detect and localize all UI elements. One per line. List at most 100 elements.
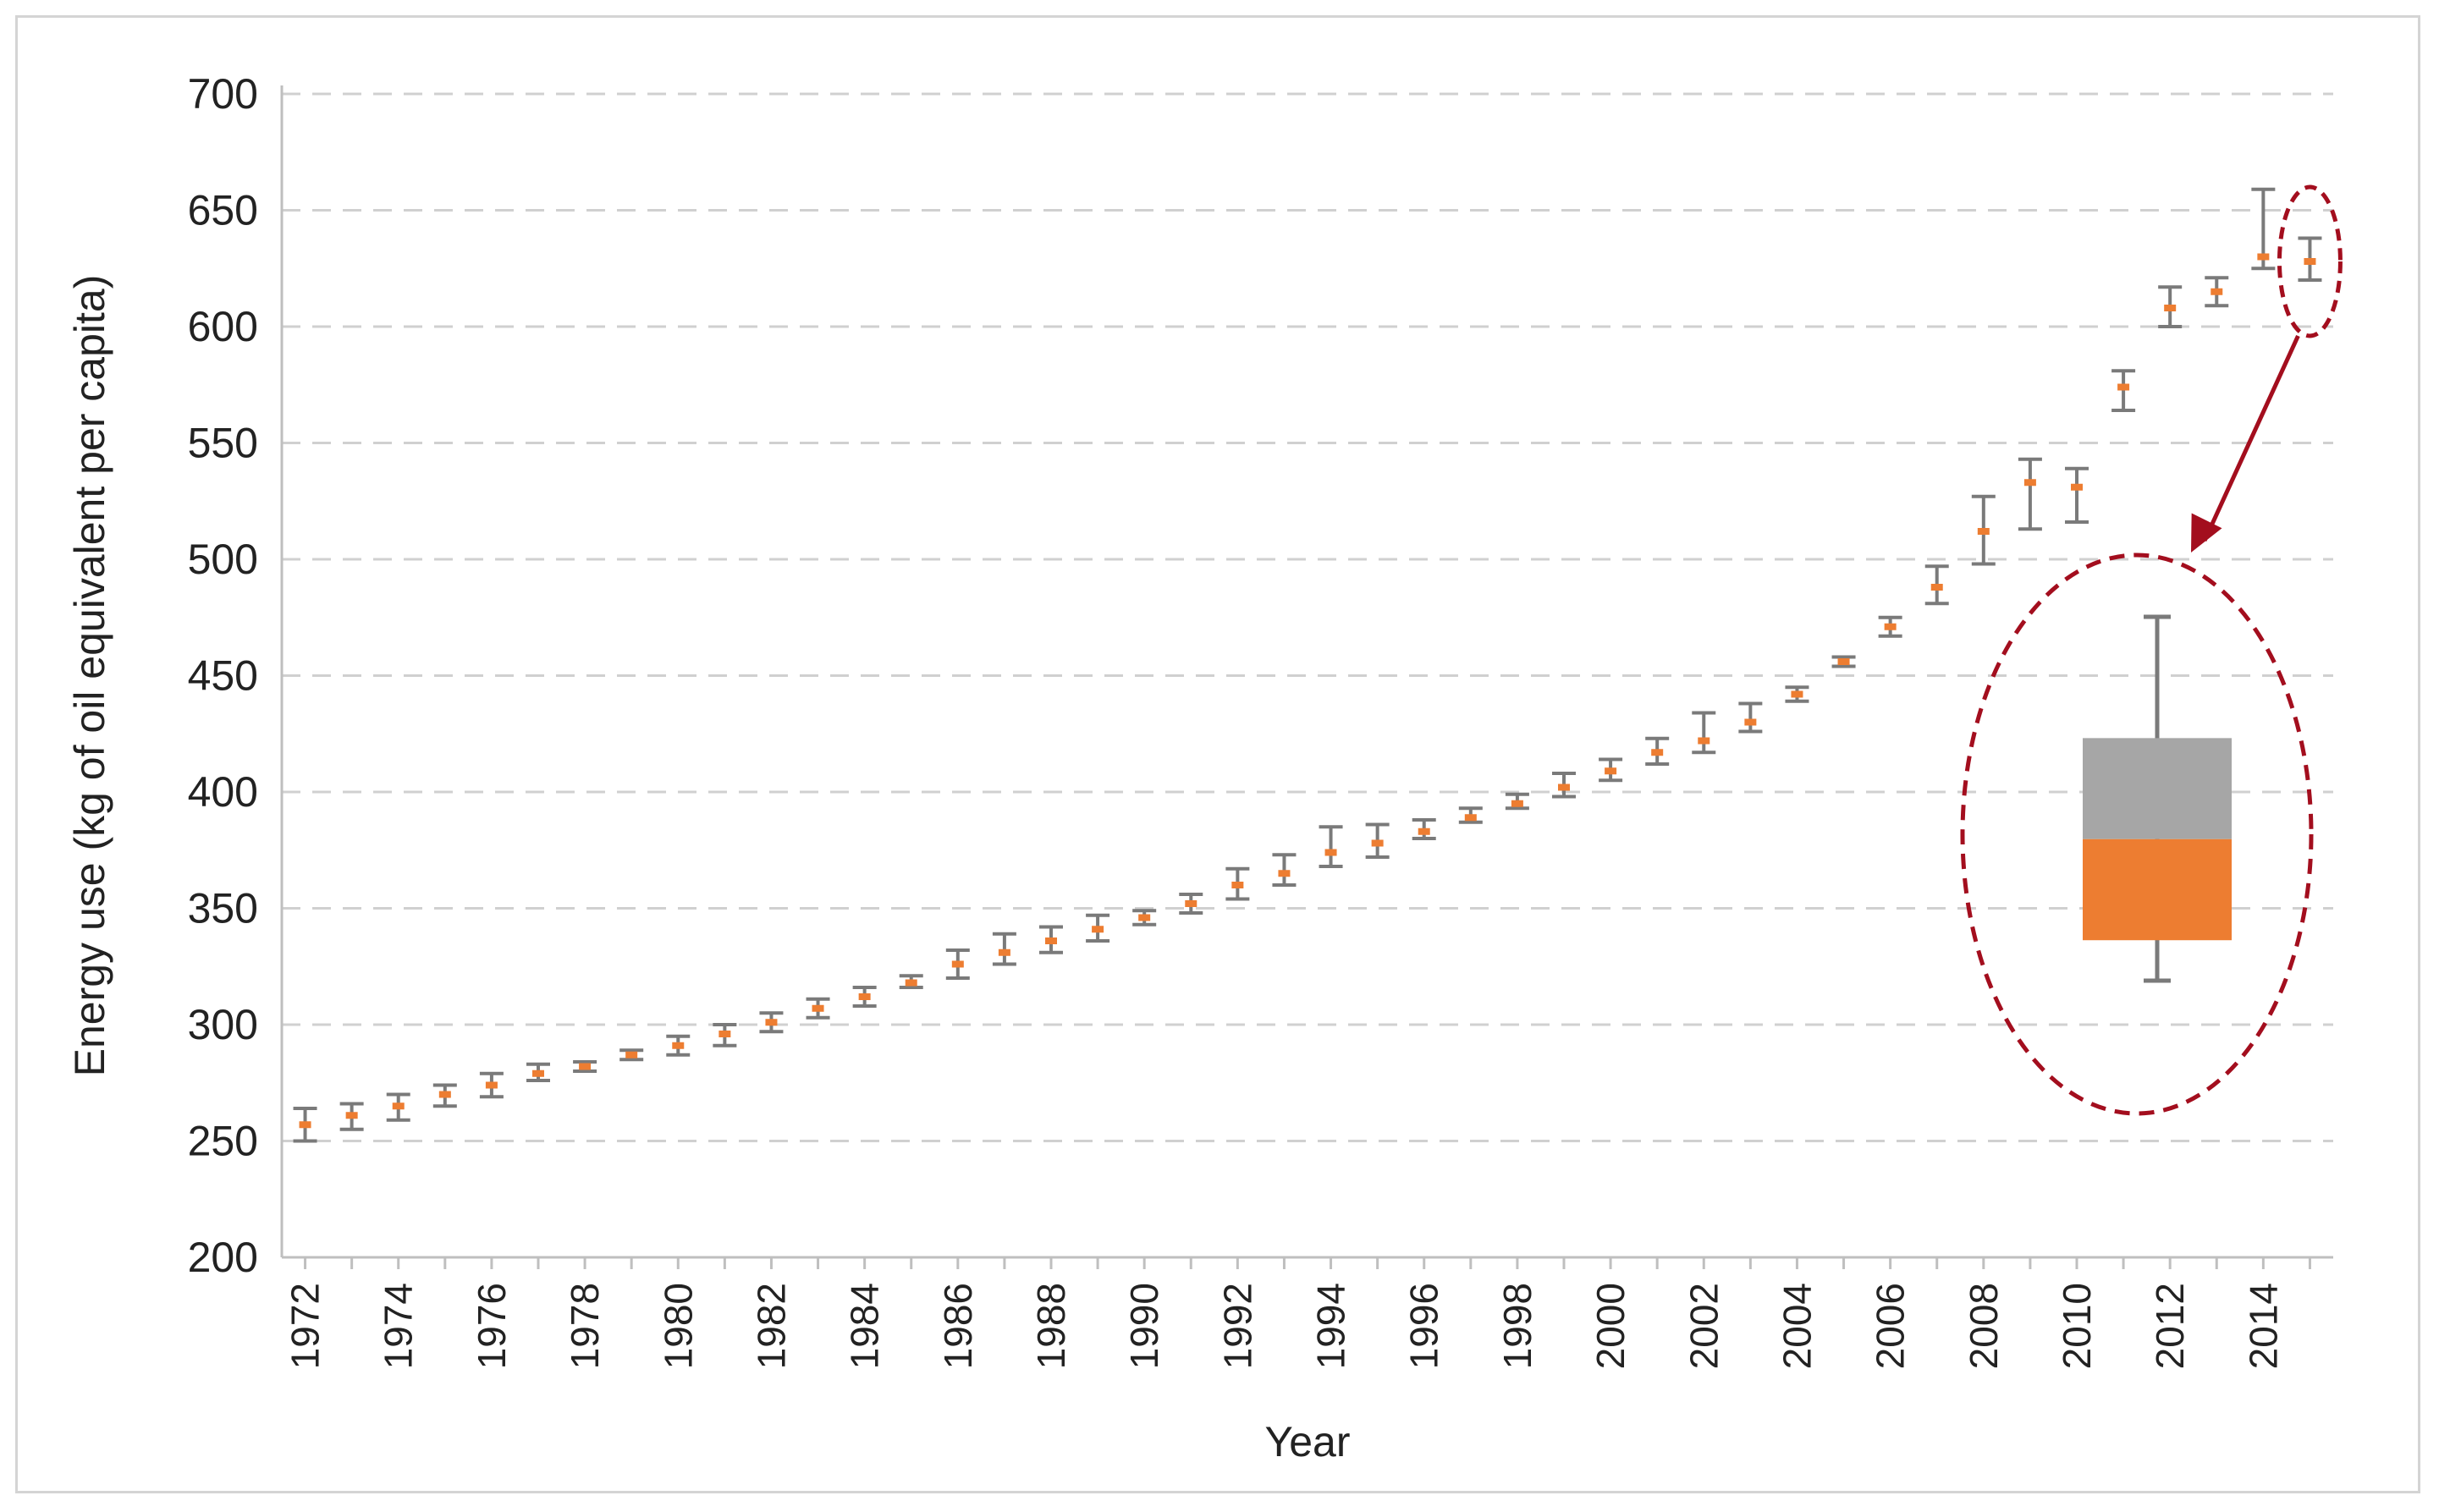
x-tick-label-2006: 2006 [1869,1283,1913,1369]
inset-box-gray [2083,738,2232,839]
y-tick-label-300: 300 [188,1001,258,1048]
error-bar-2002 [1692,711,1716,755]
marker-1995 [1371,839,1384,847]
error-bar-2007 [1924,564,1949,606]
axes [280,85,2333,1269]
marker-2012 [2164,305,2177,311]
marker-1996 [1418,827,1430,835]
error-bar-1973 [339,1102,364,1131]
error-bar-1987 [992,932,1016,966]
small-highlight-ellipse [2277,184,2343,338]
marker-1993 [1278,870,1291,877]
marker-2000 [1605,767,1617,775]
x-tick-label-1984: 1984 [843,1283,887,1369]
x-tick-label-1982: 1982 [749,1283,793,1369]
marker-1988 [1045,937,1057,944]
x-tick-label-2012: 2012 [2148,1283,2192,1369]
x-tick-label-1978: 1978 [563,1283,607,1369]
inset-box-orange [2083,838,2232,941]
zoom-arrow-head [2191,513,2222,553]
y-tick-label-200: 200 [188,1234,258,1281]
marker-1978 [579,1063,592,1070]
error-bar-1989 [1086,913,1110,943]
marker-1983 [812,1004,824,1012]
x-tick-label-2008: 2008 [1962,1283,2006,1369]
error-bar-1992 [1225,866,1250,901]
marker-1975 [438,1091,451,1098]
y-tick-label-500: 500 [188,536,258,583]
marker-1986 [951,960,964,968]
marker-1981 [718,1031,731,1037]
marker-2010 [2071,483,2083,491]
error-bar-1982 [759,1011,784,1034]
error-bar-1990 [1132,909,1157,926]
y-tick-label-700: 700 [188,70,258,118]
marker-1987 [998,948,1010,956]
y-tick-label-650: 650 [188,187,258,234]
y-tick-label-600: 600 [188,303,258,350]
x-tick-label-1992: 1992 [1215,1283,1259,1369]
error-bar-1976 [479,1071,504,1099]
error-bar-2003 [1738,701,1763,734]
error-bar-1994 [1319,825,1343,868]
error-bar-1979 [619,1048,644,1062]
error-bar-2001 [1645,736,1670,766]
marker-1989 [1092,926,1104,933]
error-bar-2013 [2205,276,2229,308]
error-bar-2014 [2251,187,2276,271]
error-bar-1984 [852,986,877,1008]
error-bar-1997 [1458,806,1483,824]
x-tick-label-1980: 1980 [656,1283,700,1369]
x-axis-title: Year [1264,1418,1350,1465]
error-bar-1974 [386,1092,410,1122]
error-bar-2008 [1971,494,1996,566]
error-bar-1993 [1272,853,1297,887]
zoom-arrow-shaft [2202,334,2300,542]
marker-2007 [1930,584,1943,591]
marker-2005 [1837,658,1850,665]
error-bar-1985 [899,974,923,989]
marker-2006 [1884,623,1897,630]
y-tick-label-400: 400 [188,768,258,816]
x-tick-label-1990: 1990 [1122,1283,1166,1369]
error-bar-1983 [806,997,830,1020]
gridlines [282,92,2333,1142]
zoom-ellipse [1960,553,2314,1116]
marker-2014 [2257,253,2270,261]
error-bar-2009 [2018,457,2042,531]
x-tick-label-1972: 1972 [284,1283,328,1369]
marker-1999 [1558,783,1570,791]
error-bar-2010 [2065,466,2089,524]
x-tick-label-1998: 1998 [1495,1283,1539,1369]
error-bar-1977 [526,1062,550,1082]
x-tick-label-2004: 2004 [1775,1283,1819,1369]
error-bar-2006 [1878,615,1902,638]
marker-1990 [1138,914,1151,921]
x-tick-labels: 1972 1974 1976 1978 1980 1982 1984 1986 1988 1990… [284,1283,2286,1369]
marker-1985 [905,979,917,987]
x-tick-label-1986: 1986 [936,1283,980,1369]
error-bar-1980 [666,1034,691,1057]
marker-1972 [299,1121,311,1129]
x-tick-label-2000: 2000 [1588,1283,1632,1369]
y-tick-label-550: 550 [188,420,258,467]
marker-2008 [1977,528,1990,535]
error-bar-1986 [945,948,970,980]
error-bar-2004 [1785,685,1809,703]
marker-2002 [1698,737,1710,745]
error-bar-1991 [1179,893,1203,915]
error-bar-1999 [1552,772,1576,799]
error-bar-2012 [2158,285,2183,328]
marker-2001 [1651,749,1664,756]
error-bars [293,187,2322,1143]
marker-1984 [858,993,871,1000]
error-bar-1996 [1412,818,1436,840]
error-bar-1978 [573,1060,597,1073]
error-bar-2015 [2298,236,2322,282]
marker-1998 [1511,800,1523,807]
x-tick-label-1996: 1996 [1402,1283,1446,1369]
marker-2004 [1791,690,1803,698]
x-tick-label-1988: 1988 [1029,1283,1073,1369]
chart-frame: 200 250 300 350 400 450 500 550 600 650 700 1972 19… [15,15,2420,1493]
marker-1991 [1185,900,1197,907]
